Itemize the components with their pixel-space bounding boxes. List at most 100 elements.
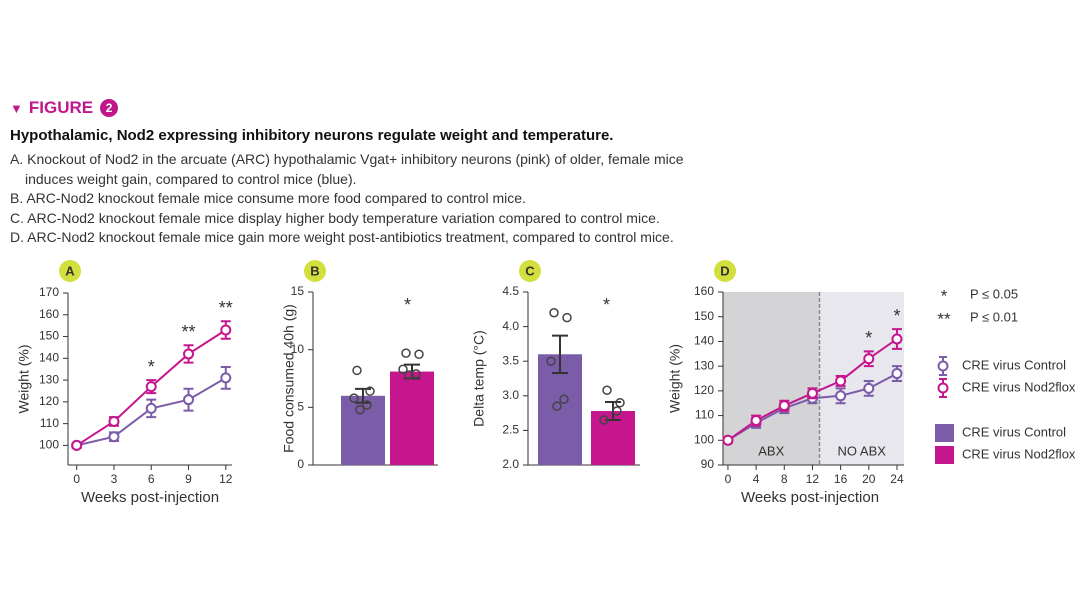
y-axis-label: Weight (%) [16,345,32,414]
x-axis-label: Weeks post-injection [741,489,879,506]
y-tick-label: 90 [701,457,715,471]
legend-label: CRE virus Nod2flox [962,379,1076,394]
region-label: ABX [758,443,784,458]
x-tick-label: 12 [806,472,820,486]
significance-mark: * [865,328,872,348]
panel-letter: D [720,263,729,278]
data-point [145,402,157,414]
legend-label: P ≤ 0.05 [970,286,1018,301]
legend-symbol: * [941,286,948,305]
y-tick-label: 5 [297,400,304,414]
x-tick-label: 12 [219,472,233,486]
y-tick-label: 120 [694,383,714,397]
panel-badge [304,260,326,282]
individual-point [615,397,625,408]
legend-symbol: ** [937,309,951,328]
y-tick-label: 15 [291,284,305,298]
y-tick-label: 140 [39,350,59,364]
y-tick-label: 100 [39,438,59,452]
individual-point [562,312,572,323]
caption-item: D. ARC-Nod2 knockout female mice gain mo… [10,229,674,245]
y-tick-label: 10 [291,342,305,356]
figure-header: ▼ FIGURE 2 Hypothalamic, Nod2 expressing i… [10,98,700,248]
significance-mark: * [148,357,155,377]
legend-swatch [935,424,954,442]
x-tick-label: 8 [781,472,788,486]
y-tick-label: 110 [695,408,714,422]
individual-point [559,394,569,405]
legend-marker [937,360,949,372]
y-tick-label: 160 [694,284,714,298]
significance-mark: * [603,295,610,315]
y-tick-label: 100 [694,432,714,446]
x-axis-label: Weeks post-injection [81,489,219,506]
y-tick-label: 170 [39,285,59,299]
figure-number: 2 [100,99,119,117]
y-tick-label: 140 [694,334,714,348]
individual-point [362,400,372,410]
y-axis-label: Food consumed 40h (g) [281,304,297,453]
individual-point [349,393,359,403]
triangle-icon: ▼ [10,100,23,116]
individual-point [401,348,411,358]
legend-label: P ≤ 0.01 [970,309,1018,324]
data-point [71,439,83,451]
data-point [863,382,875,394]
data-point [891,333,903,345]
data-point [220,372,232,384]
individual-point [612,406,622,416]
error-bar [552,334,568,374]
bar [390,371,434,465]
y-tick-label: 130 [39,372,59,386]
data-point [806,387,818,399]
caption-item: C. ARC-Nod2 knockout female mice display… [10,209,660,226]
y-tick-label: 150 [694,309,714,323]
individual-point [414,349,424,360]
legend-marker [937,382,949,394]
x-tick-label: 0 [725,472,732,486]
region-shade [819,292,904,465]
caption-list: A. Knockout of Nod2 in the arcuate (ARC)… [10,150,700,248]
panel-letter: C [525,263,535,278]
individual-point [355,404,365,415]
individual-point [552,401,562,411]
significance-mark: ** [182,322,196,342]
panel-badge [714,260,736,282]
panel-letter: B [310,263,319,278]
y-tick-label: 4.5 [502,284,519,298]
significance-mark: * [404,295,411,315]
region-label: NO ABX [838,443,887,458]
data-point [863,353,875,365]
panel-letter: A [65,263,75,278]
y-tick-label: 2.0 [502,457,519,471]
legend-swatch [935,446,954,464]
x-tick-label: 3 [111,472,118,486]
x-tick-label: 20 [862,472,876,486]
caption-item: B. ARC-Nod2 knockout female mice consume… [10,190,526,206]
y-tick-label: 0 [297,457,304,471]
panel-badge [519,260,541,282]
caption-item: A. Knockout of Nod2 in the arcuate (ARC)… [10,151,684,187]
individual-point [365,386,375,396]
individual-point [549,308,559,318]
y-tick-label: 120 [39,394,59,408]
data-point [220,324,232,336]
individual-point [404,370,414,380]
figure-label-row: ▼ FIGURE 2 [10,98,700,118]
y-tick-label: 160 [39,307,59,321]
y-axis-label: Weight (%) [667,344,683,413]
individual-point [599,415,609,425]
data-point [750,415,762,427]
data-point [835,390,847,402]
data-point [722,434,734,446]
individual-point [411,369,421,379]
data-point [835,375,847,387]
y-tick-label: 4.0 [502,319,519,333]
legend-label: CRE virus Nod2flox [962,446,1076,461]
x-tick-label: 4 [753,472,760,486]
y-tick-label: 150 [39,329,59,343]
individual-point [546,356,556,366]
significance-mark: * [893,306,900,326]
x-tick-label: 6 [148,472,155,486]
